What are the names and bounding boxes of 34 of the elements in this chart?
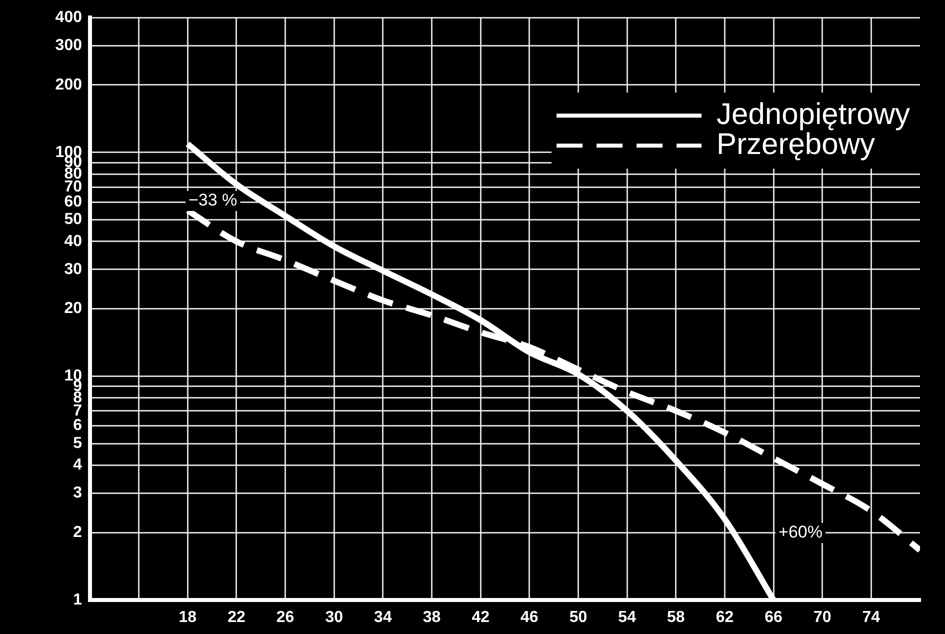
annotation: +60%	[778, 522, 822, 542]
x-tick-label: 46	[520, 609, 538, 626]
y-tick-label: 40	[64, 232, 82, 250]
legend-label: Jednopiętrowy	[716, 98, 910, 131]
annotation: −33 %	[188, 190, 238, 210]
x-tick-label: 22	[228, 609, 246, 626]
y-tick-label: 300	[55, 36, 82, 54]
y-tick-label: 200	[55, 76, 82, 94]
x-tick-label: 74	[862, 609, 880, 626]
y-tick-label: 6	[73, 417, 82, 434]
x-tick-label: 30	[325, 609, 344, 626]
x-tick-label: 18	[178, 609, 197, 626]
x-tick-label: 66	[764, 609, 783, 626]
y-tick-label: 1	[73, 591, 82, 608]
x-tick-label: 38	[422, 609, 441, 626]
x-tick-label: 42	[472, 609, 490, 626]
y-tick-label: 4	[73, 456, 82, 474]
y-tick-label: 30	[64, 260, 82, 278]
x-tick-label: 70	[813, 609, 832, 626]
y-tick-label: 60	[64, 193, 82, 210]
y-tick-label: 5	[73, 434, 82, 452]
y-tick-label: 50	[64, 211, 82, 228]
x-tick-label: 26	[276, 609, 294, 626]
x-tick-label: 58	[666, 609, 685, 626]
y-tick-label: 400	[55, 9, 82, 26]
y-tick-label: 70	[64, 178, 82, 196]
y-tick-label: 20	[64, 300, 82, 318]
x-tick-label: 62	[716, 609, 734, 626]
x-tick-label: 50	[569, 609, 588, 626]
x-tick-label: 34	[374, 609, 392, 626]
y-tick-label: 7	[73, 402, 82, 420]
x-tick-label: 54	[618, 609, 636, 626]
y-tick-label: 3	[73, 484, 82, 502]
y-tick-label: 2	[73, 524, 82, 542]
